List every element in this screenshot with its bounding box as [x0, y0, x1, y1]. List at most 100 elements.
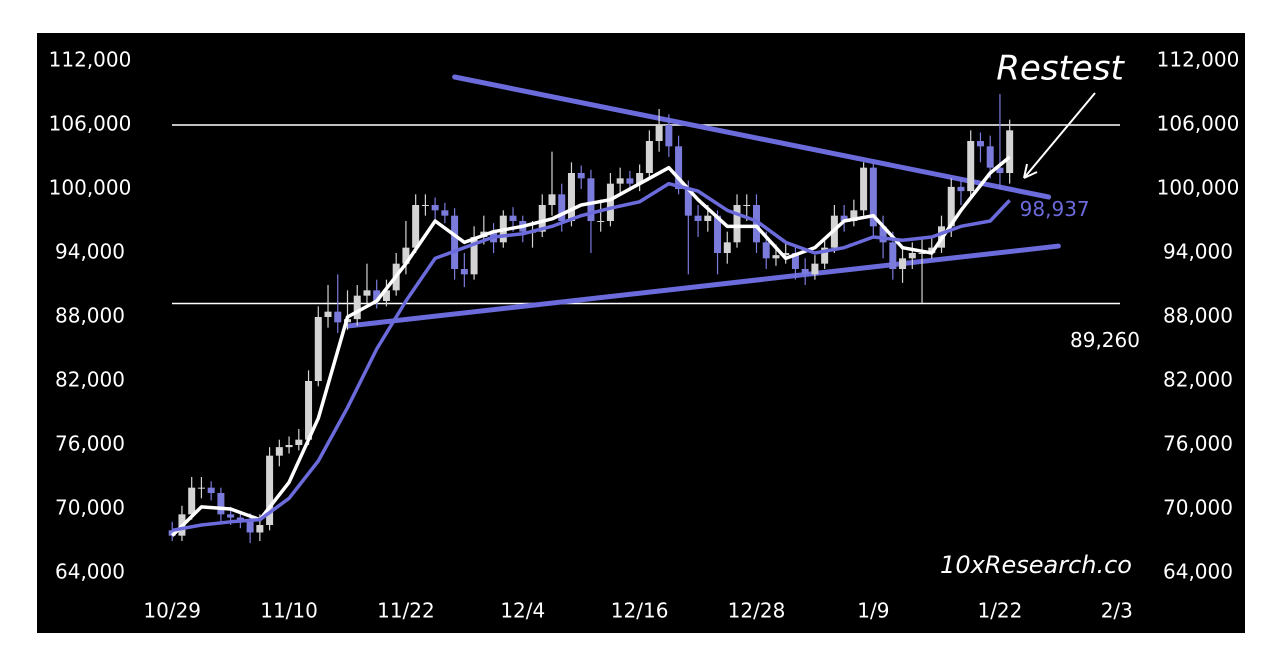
y-tick-label: 70,000: [55, 496, 125, 520]
candle-body: [1006, 130, 1014, 173]
y-tick-label: 94,000: [55, 239, 125, 263]
candle-body: [743, 204, 751, 206]
y-tick-label: 112,000: [49, 47, 132, 71]
candle-body: [704, 215, 712, 221]
moving-average-line: [170, 155, 1011, 537]
candle-body: [334, 311, 342, 323]
candle-body: [967, 140, 975, 192]
y2-tick-label: 94,000: [1163, 239, 1233, 263]
candle-body: [811, 263, 819, 275]
candle-body: [791, 252, 799, 269]
candle-body: [256, 525, 264, 533]
candle-body: [363, 290, 371, 296]
candle-body: [324, 311, 332, 317]
candle-body: [606, 183, 614, 221]
trendline: [452, 74, 1052, 200]
candle-body: [227, 514, 235, 518]
candle-body: [879, 226, 887, 243]
moving-average-line: [171, 181, 1011, 533]
candle-body: [451, 215, 459, 269]
candle-body: [752, 204, 760, 243]
candle-body: [860, 167, 868, 211]
candle-body: [305, 381, 313, 440]
annotation: Restest: [996, 49, 1125, 89]
candle-body: [412, 204, 420, 248]
candle-body: [314, 317, 322, 382]
candle-body: [207, 487, 215, 494]
candle-body: [869, 167, 877, 227]
y2-tick-label: 112,000: [1157, 47, 1240, 71]
candle-body: [655, 124, 663, 141]
plot: 64,000 64,000 70,000 70,000 76,000 76,000 82,0…: [49, 47, 1240, 622]
candle-body: [197, 487, 205, 489]
y-tick-label: 100,000: [49, 175, 132, 199]
candle-body: [295, 439, 303, 446]
candle-body: [558, 194, 566, 221]
y2-tick-label: 82,000: [1163, 368, 1233, 392]
candle-body: [460, 268, 468, 275]
candle-body: [723, 242, 731, 253]
y-tick-label: 82,000: [55, 368, 125, 392]
candle-body: [509, 215, 517, 221]
candle-body: [986, 146, 994, 168]
candle-body: [782, 252, 790, 256]
x-tick-label: 10/29: [143, 599, 201, 623]
candle-body: [762, 242, 770, 259]
y-tick-label: 76,000: [55, 432, 125, 456]
candle-body: [684, 188, 692, 216]
candle-body: [353, 295, 361, 320]
trendline: [344, 243, 1061, 329]
candle-body: [587, 178, 595, 221]
y2-tick-label: 76,000: [1163, 432, 1233, 456]
candle-body: [275, 447, 283, 456]
candle-body: [597, 220, 605, 222]
end-label: 98,937: [1020, 197, 1090, 221]
y2-tick-label: 106,000: [1157, 111, 1240, 135]
candle-body: [675, 146, 683, 189]
candle-body: [402, 247, 410, 264]
candle-body: [577, 172, 585, 179]
candle-body: [188, 487, 196, 515]
candle-body: [976, 140, 984, 147]
y2-tick-label: 100,000: [1157, 175, 1240, 199]
y-tick-label: 88,000: [55, 304, 125, 328]
chart-background: [37, 33, 1245, 633]
candle-body: [548, 194, 556, 205]
candle-body: [889, 242, 897, 269]
x-tick-label: 1/9: [857, 599, 889, 623]
candle-body: [772, 255, 780, 259]
candle-body: [217, 493, 225, 515]
candle-body: [996, 167, 1004, 173]
y2-tick-label: 88,000: [1163, 304, 1233, 328]
candle-body: [918, 252, 926, 254]
candle-body: [616, 178, 624, 184]
candle-body: [626, 178, 634, 184]
candle-body: [957, 186, 965, 192]
x-tick-label: 12/16: [611, 599, 669, 623]
x-tick-label: 12/4: [500, 599, 545, 623]
candle-body: [382, 290, 390, 301]
y2-tick-label: 70,000: [1163, 496, 1233, 520]
candle-body: [850, 210, 858, 221]
candle-body: [801, 268, 809, 275]
x-tick-label: 11/22: [377, 599, 435, 623]
candle-body: [246, 519, 254, 533]
watermark: 10xResearch.co: [940, 551, 1132, 579]
candle-body: [236, 517, 244, 520]
candle-body: [431, 204, 439, 211]
y2-tick-label: 64,000: [1163, 560, 1233, 584]
candle-body: [908, 252, 916, 259]
candle-body: [733, 204, 741, 243]
x-tick-label: 1/22: [977, 599, 1022, 623]
candle-body: [665, 124, 673, 147]
candle-body: [899, 258, 907, 269]
y-tick-label: 64,000: [55, 560, 125, 584]
candle-body: [694, 215, 702, 221]
candle-body: [538, 204, 546, 232]
x-tick-label: 11/10: [260, 599, 318, 623]
candle-body: [285, 445, 293, 448]
candle-body: [168, 530, 176, 536]
annotation-arrow: [1023, 92, 1096, 179]
